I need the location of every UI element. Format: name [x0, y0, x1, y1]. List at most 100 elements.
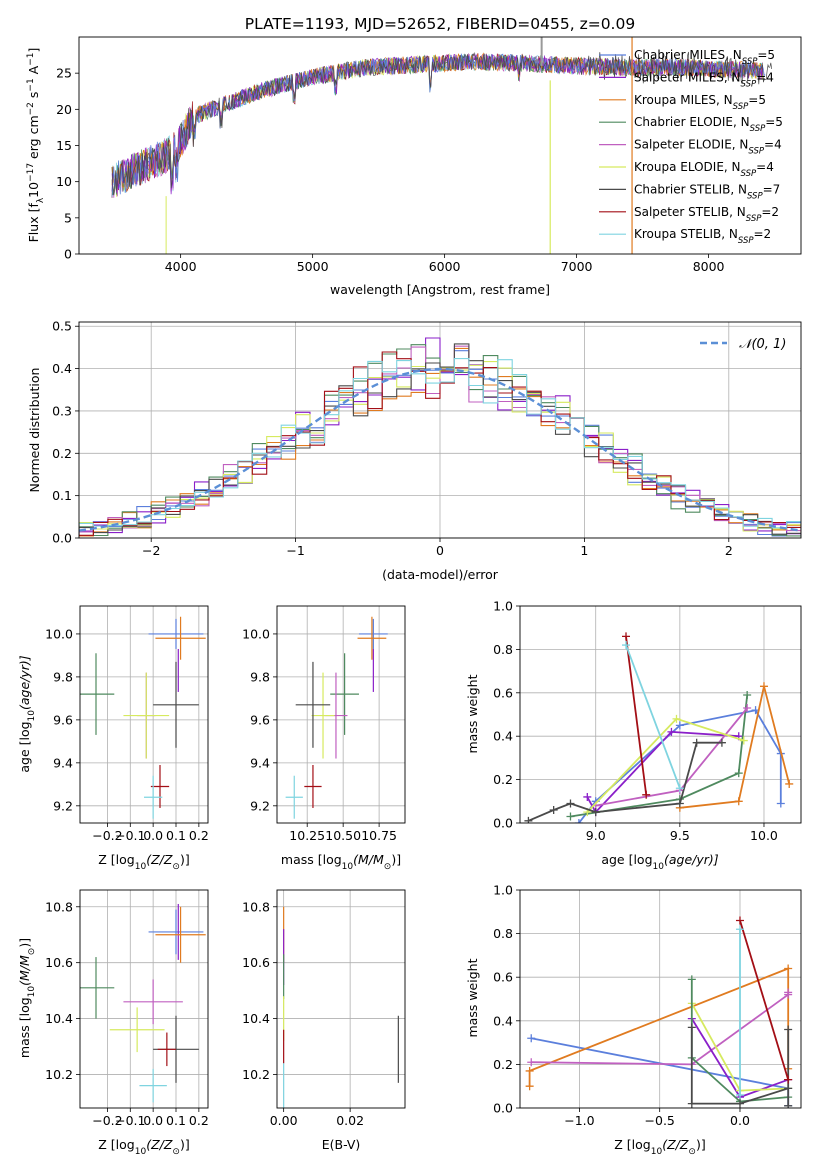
weight-marker-CS	[784, 1084, 793, 1093]
y-tick-label: 0.0	[493, 1101, 513, 1116]
y-tick-label: 0.1	[52, 488, 72, 503]
x-tick-label: 0.2	[189, 828, 209, 843]
legend-label-KE: Kroupa ELODIE, NSSP=4	[634, 160, 774, 179]
x-tick-label: 0.1	[166, 1113, 186, 1128]
weight-marker-KM	[759, 682, 768, 691]
weight-marker-CS	[549, 805, 558, 814]
axes-frame	[78, 36, 802, 255]
age-vs-z-panel: −0.2−0.10.0 0.1 0.2 9.2 9.4 9.6 9.8 10.0 Z [log1…	[17, 605, 209, 872]
axes-frame	[519, 605, 802, 824]
x-tick-label: −0.2	[92, 1113, 122, 1128]
x-axis-label: age [log10(age/yr)]	[601, 852, 718, 872]
plot-area	[520, 890, 801, 1108]
weight-marker-SM	[667, 727, 676, 736]
y-tick-label: 0.8	[493, 642, 513, 657]
weight-marker-KM	[525, 1082, 534, 1091]
plot-area	[80, 890, 208, 1108]
weight-marker-KM	[734, 797, 743, 806]
mass-weight-vs-z-panel: −1.0 −0.5 0.0 0.0 0.2 0.4 0.6 0.8 1.0 Z [log10(Z/…	[465, 883, 802, 1157]
weight-marker-CE	[566, 812, 575, 821]
y-axis-label: mass weight	[465, 958, 480, 1037]
weight-marker-CS	[524, 816, 533, 823]
weight-marker-CS	[687, 1023, 696, 1032]
x-axis-label: Z [log10(Z/Z⊙)]	[98, 1137, 189, 1157]
x-tick-label: 10.50	[325, 828, 361, 843]
x-tick-label: 10.0	[750, 828, 778, 843]
y-tick-label: 0.4	[493, 729, 513, 744]
weight-marker-CS	[784, 1101, 793, 1108]
weight-marker-CE	[687, 975, 696, 984]
y-tick-label: 9.8	[53, 669, 73, 684]
y-tick-label: 0.0	[493, 816, 513, 831]
y-axis-label: Flux [fλ10−17 erg cm−2 s−1 A−1]	[26, 48, 46, 243]
weight-marker-SM	[583, 792, 592, 801]
x-tick-label: 0	[436, 543, 444, 558]
weight-line-CE	[690, 979, 789, 1103]
weight-marker-CS	[784, 1025, 793, 1034]
figure-title: PLATE=1193, MJD=52652, FIBERID=0455, z=0…	[245, 15, 635, 33]
weight-marker-CM	[675, 721, 684, 730]
legend-label-CE: Chabrier ELODIE, NSSP=5	[634, 115, 783, 134]
axes-frame	[79, 889, 209, 1109]
plot-area	[520, 606, 801, 823]
y-tick-label: 0.6	[493, 970, 513, 985]
weight-line-KM	[528, 967, 790, 1087]
weight-line-SM	[586, 730, 739, 814]
y-tick-label: 10.8	[45, 899, 73, 914]
legend-label-SS: Salpeter STELIB, NSSP=2	[634, 205, 779, 224]
y-tick-label: 15	[56, 138, 72, 153]
weight-marker-SS	[735, 916, 744, 925]
x-tick-label: 1	[580, 543, 588, 558]
weight-marker-SS	[642, 790, 651, 799]
y-tick-label: 10.0	[45, 626, 73, 641]
plot-area	[80, 606, 208, 823]
x-tick-label: −0.1	[115, 828, 145, 843]
y-tick-label: 0.2	[493, 1057, 513, 1072]
legend-label-CM: Chabrier MILES, NSSP=5	[634, 48, 775, 67]
x-tick-label: 4000	[165, 259, 197, 274]
y-tick-label: 9.4	[250, 755, 270, 770]
axes-frame	[276, 889, 406, 1109]
weight-marker-CE	[743, 690, 752, 699]
x-tick-label: 0.0	[143, 828, 163, 843]
axes-frame	[519, 889, 802, 1109]
y-tick-label: 0	[64, 247, 72, 262]
y-tick-label: 9.2	[53, 798, 73, 813]
y-tick-label: 10	[56, 174, 72, 189]
y-tick-label: 0.0	[52, 531, 72, 546]
x-tick-label: 6000	[429, 259, 461, 274]
weight-marker-KS	[675, 784, 684, 793]
axes-frame	[78, 321, 802, 539]
x-axis-label: Z [log10(Z/Z⊙)]	[614, 1137, 705, 1157]
x-axis-label: mass [log10(M/M⊙)]	[281, 852, 401, 872]
weight-marker-CS	[591, 808, 600, 817]
y-tick-label: 9.2	[250, 798, 270, 813]
weight-line-SS	[625, 636, 648, 795]
y-tick-label: 10.4	[45, 1011, 73, 1026]
weight-marker-SE	[784, 988, 793, 997]
x-tick-label: −2	[142, 543, 160, 558]
x-tick-label: 0.0	[143, 1113, 163, 1128]
x-tick-label: 10.25	[289, 828, 325, 843]
plot-area	[277, 890, 405, 1108]
x-tick-label: −1.0	[564, 1113, 594, 1128]
weight-marker-CS	[692, 738, 701, 747]
x-tick-label: 2	[725, 543, 733, 558]
weight-marker-KM	[525, 1066, 534, 1075]
weight-line-CE	[570, 694, 749, 818]
weight-line-CS	[690, 1027, 790, 1106]
legend-label-CS: Chabrier STELIB, NSSP=7	[634, 182, 780, 201]
x-tick-label: 10.75	[361, 828, 397, 843]
y-tick-label: 9.8	[250, 669, 270, 684]
weight-marker-CS	[566, 799, 575, 808]
x-tick-label: −0.5	[645, 1113, 675, 1128]
y-tick-label: 10.8	[242, 899, 270, 914]
legend-label-SE: Salpeter ELODIE, NSSP=4	[634, 138, 782, 157]
y-tick-label: 0.8	[493, 926, 513, 941]
spectrum-line-CS	[111, 51, 773, 196]
y-tick-label: 0.6	[493, 685, 513, 700]
histogram-KS	[79, 358, 801, 534]
y-tick-label: 10.6	[242, 955, 270, 970]
gaussian-curve	[79, 367, 801, 532]
y-axis-label: Normed distribution	[27, 368, 42, 493]
